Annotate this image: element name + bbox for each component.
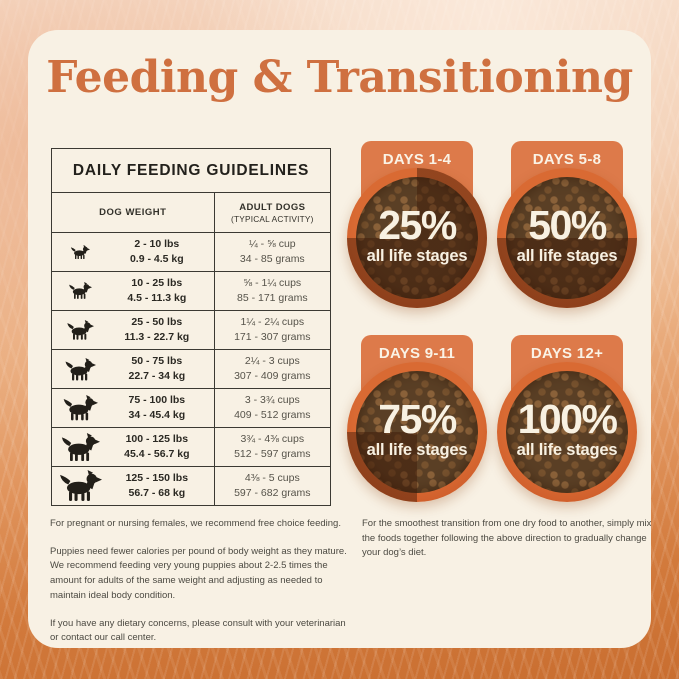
mix-percent: 100%	[517, 395, 618, 442]
feeding-notes: For pregnant or nursing females, we reco…	[50, 517, 348, 659]
table-row: 50 - 75 lbs 22.7 - 34 kg 2¼ - 3 cups 307 -…	[52, 350, 330, 389]
col-header-adult-dogs-line2: (TYPICAL ACTIVITY)	[231, 213, 314, 224]
transition-note: For the smoothest transition from one dr…	[362, 517, 654, 574]
note-pregnant-nursing: For pregnant or nursing females, we reco…	[50, 518, 341, 529]
table-row: 100 - 125 lbs 45.4 - 56.7 kg 3¾ - 4⅜ cups…	[52, 428, 330, 467]
amount-cell: 3 - 3¾ cups 409 - 512 grams	[234, 393, 311, 421]
weight-cell: 50 - 75 lbs 22.7 - 34 kg	[128, 354, 186, 382]
amount-cell: 4⅜ - 5 cups 597 - 682 grams	[234, 471, 311, 499]
mix-percent: 50%	[528, 201, 607, 248]
col-header-adult-dogs: ADULT DOGS (TYPICAL ACTIVITY)	[215, 193, 330, 232]
col-header-dog-weight: DOG WEIGHT	[52, 193, 215, 232]
col-header-adult-dogs-line1: ADULT DOGS	[239, 201, 306, 213]
note-smooth-transition: For the smoothest transition from one dr…	[362, 518, 652, 559]
dog-icon	[52, 432, 108, 462]
dog-icon	[52, 470, 108, 502]
weight-cell: 2 - 10 lbs 0.9 - 4.5 kg	[129, 237, 184, 265]
table-row: 2 - 10 lbs 0.9 - 4.5 kg ¼ - ⅝ cup 34 - 85 …	[52, 233, 330, 272]
weight-cell: 25 - 50 lbs 11.3 - 22.7 kg	[124, 315, 190, 343]
weight-cell: 125 - 150 lbs 56.7 - 68 kg	[125, 471, 189, 499]
weight-cell: 75 - 100 lbs 34 - 45.4 kg	[128, 393, 186, 421]
dog-icon	[52, 319, 108, 340]
dog-icon	[52, 357, 108, 381]
mix-label: all life stages	[516, 246, 618, 265]
dog-icon	[52, 282, 108, 300]
dog-icon	[52, 244, 108, 259]
kibble-bowl-days-9-11: 75% all life stages	[347, 362, 487, 502]
amount-cell: 1¼ - 2¼ cups 171 - 307 grams	[234, 315, 311, 343]
amount-cell: ⅝ - 1¼ cups 85 - 171 grams	[236, 276, 308, 304]
mix-label: all life stages	[366, 440, 468, 459]
table-row: 75 - 100 lbs 34 - 45.4 kg 3 - 3¾ cups 409 …	[52, 389, 330, 428]
kibble-texture	[506, 177, 628, 299]
note-dietary-concerns: If you have any dietary concerns, please…	[50, 617, 346, 644]
amount-cell: 2¼ - 3 cups 307 - 409 grams	[234, 354, 311, 382]
kibble-bowl-days-1-4: 25% all life stages	[347, 168, 487, 308]
mix-label: all life stages	[366, 246, 468, 265]
mix-label: all life stages	[516, 440, 618, 459]
table-row: 125 - 150 lbs 56.7 - 68 kg 4⅜ - 5 cups 597…	[52, 467, 330, 505]
kibble-texture	[356, 177, 478, 299]
note-puppies: Puppies need fewer calories per pound of…	[50, 545, 347, 601]
mix-percent: 75%	[378, 395, 457, 442]
dog-icon	[52, 395, 108, 421]
kibble-texture	[506, 371, 628, 493]
weight-cell: 100 - 125 lbs 45.4 - 56.7 kg	[124, 432, 190, 460]
amount-cell: 3¾ - 4⅜ cups 512 - 597 grams	[234, 432, 311, 460]
table-row: 25 - 50 lbs 11.3 - 22.7 kg 1¼ - 2¼ cups 17…	[52, 311, 330, 350]
page-title: Feeding & Transitioning	[46, 52, 633, 103]
feeding-guidelines-table: DAILY FEEDING GUIDELINES DOG WEIGHT ADUL…	[51, 148, 331, 506]
table-header-row: DOG WEIGHT ADULT DOGS (TYPICAL ACTIVITY)	[52, 193, 330, 233]
table-title: DAILY FEEDING GUIDELINES	[52, 149, 330, 193]
kibble-bowl-days-12-plus: 100% all life stages	[497, 362, 637, 502]
table-row: 10 - 25 lbs 4.5 - 11.3 kg ⅝ - 1¼ cups 85 -…	[52, 272, 330, 311]
weight-cell: 10 - 25 lbs 4.5 - 11.3 kg	[127, 276, 187, 304]
amount-cell: ¼ - ⅝ cup 34 - 85 grams	[239, 237, 305, 265]
kibble-bowl-days-5-8: 50% all life stages	[497, 168, 637, 308]
kibble-texture	[356, 371, 478, 493]
mix-percent: 25%	[378, 201, 457, 248]
feeding-card: Feeding & Transitioning DAILY FEEDING GU…	[28, 30, 651, 648]
